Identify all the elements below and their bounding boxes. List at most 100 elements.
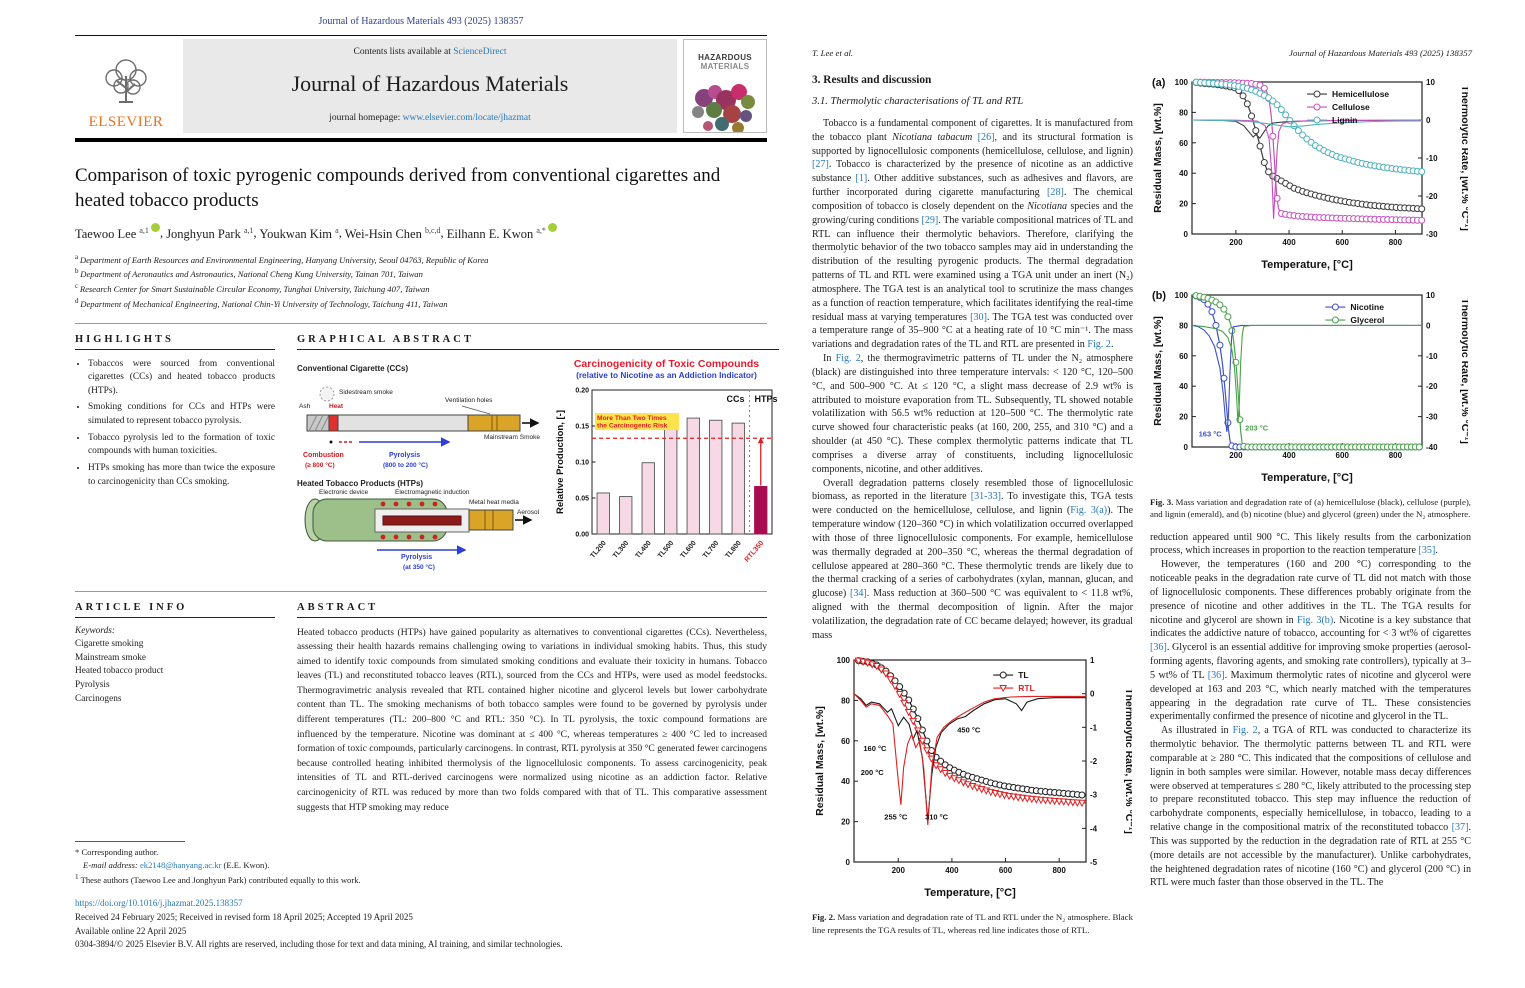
masthead-center: Contents lists available at ScienceDirec…: [183, 39, 677, 133]
svg-text:20: 20: [1179, 200, 1188, 209]
article-title: Comparison of toxic pyrogenic compounds …: [75, 165, 721, 211]
orcid-icon[interactable]: [547, 223, 557, 233]
pyrolysis2-label: Pyrolysis: [401, 553, 433, 561]
svg-text:800: 800: [1389, 238, 1403, 247]
graphical-abstract-figure: Conventional Cigarette (CCs) Sidestream …: [297, 358, 779, 579]
left-page: Journal of Hazardous Materials 493 (2025…: [75, 16, 779, 953]
author: Jonghyun Park a,1: [166, 225, 254, 241]
affiliation: d Department of Mechanical Engineering, …: [75, 296, 448, 309]
figure-2-caption: Fig. 2. Mass variation and degradation r…: [812, 911, 1133, 936]
svg-text:80: 80: [841, 697, 850, 706]
figure-3-caption: Fig. 3. Mass variation and degradation r…: [1150, 496, 1471, 521]
svg-text:-10: -10: [1426, 154, 1438, 163]
keyword-item: Cigarette smoking: [75, 638, 144, 649]
svg-text:Thermolytic Rate, [wt.% °C⁻¹]: Thermolytic Rate, [wt.% °C⁻¹]: [1459, 298, 1468, 444]
figure-3a-chart: 200 400 600 800 0 20 40 60 80 100 10 0 -10 -20 -30 Temp…: [1150, 72, 1471, 279]
svg-text:310 °C: 310 °C: [925, 813, 949, 822]
cc-title-label: Conventional Cigarette (CCs): [297, 363, 409, 373]
svg-text:(b): (b): [1152, 290, 1166, 302]
svg-text:Residual Mass, [wt.%]: Residual Mass, [wt.%]: [1152, 316, 1164, 426]
ventilation-label: Ventilation holes: [445, 396, 493, 404]
svg-text:-5: -5: [1090, 858, 1098, 867]
orcid-icon[interactable]: [150, 223, 160, 233]
svg-text:40: 40: [1179, 382, 1188, 391]
figure-2-caption-text: Mass variation and degradation rate of T…: [812, 912, 1133, 935]
svg-text:TL600: TL600: [679, 539, 697, 559]
keyword-item: Mainstream smoke: [75, 652, 147, 663]
svg-text:450 °C: 450 °C: [957, 726, 981, 735]
svg-text:100: 100: [1175, 291, 1189, 300]
svg-text:TL: TL: [1018, 671, 1028, 681]
svg-text:RTL350: RTL350: [744, 539, 766, 563]
keywords-label: Keywords:: [75, 625, 115, 636]
figure-3b-chart: 200 400 600 800 0 20 40 60 80 100 10 0 -10 -20 -30 -40 T…: [1150, 285, 1471, 492]
svg-text:Relative Production, [-]: Relative Production, [-]: [555, 410, 566, 514]
combustion-label: Combustion: [303, 451, 344, 459]
available-online: Available online 22 April 2025: [75, 925, 187, 936]
paragraph: However, the temperatures (160 and 200 °…: [1150, 559, 1471, 723]
svg-text:0: 0: [1426, 116, 1431, 125]
graphical-abstract-heading: GRAPHICAL ABSTRACT: [297, 334, 779, 350]
svg-text:0: 0: [1426, 321, 1431, 330]
svg-text:800: 800: [1052, 866, 1066, 875]
pyrolysis1-label: Pyrolysis: [389, 451, 421, 459]
publication-info: https://doi.org/10.1016/j.jhazmat.2025.1…: [75, 897, 767, 953]
paragraph: Overall degradation patterns closely res…: [812, 477, 1134, 641]
svg-text:10: 10: [1426, 291, 1435, 300]
svg-text:255 °C: 255 °C: [884, 813, 908, 822]
keyword-item: Carcinogens: [75, 694, 122, 705]
sciencedirect-link[interactable]: ScienceDirect: [453, 47, 507, 57]
svg-text:-10: -10: [1426, 352, 1438, 361]
svg-text:100: 100: [1175, 78, 1189, 87]
affiliation: a Department of Earth Resources and Envi…: [75, 252, 489, 265]
article-info-heading: ARTICLE INFO: [75, 602, 275, 618]
journal-title: Journal of Hazardous Materials: [291, 71, 569, 96]
homepage-link[interactable]: www.elsevier.com/locate/jhazmat: [402, 113, 531, 123]
em-induction-label: Electromagnetic induction: [395, 488, 470, 496]
svg-text:0.05: 0.05: [575, 495, 589, 502]
svg-text:160 °C: 160 °C: [863, 744, 887, 753]
equal-note-text: These authors (Taewoo Lee and Jonghyun P…: [80, 874, 361, 885]
affiliation: b Department of Aeronautics and Astronau…: [75, 267, 423, 280]
contents-line: Contents lists available at ScienceDirec…: [189, 47, 671, 57]
svg-text:TL700: TL700: [702, 539, 720, 559]
journal-citation-link[interactable]: Journal of Hazardous Materials 493 (2025…: [318, 16, 524, 27]
running-head: T. Lee et al. Journal of Hazardous Mater…: [812, 48, 1472, 58]
elsevier-tree-icon: [105, 59, 147, 103]
svg-text:Residual Mass, [wt.%]: Residual Mass, [wt.%]: [1152, 103, 1164, 213]
right-page: T. Lee et al. Journal of Hazardous Mater…: [812, 48, 1472, 945]
section-heading: 3. Results and discussion: [812, 74, 932, 86]
author: Youkwan Kim a: [259, 225, 339, 241]
received-dates: Received 24 February 2025; Received in r…: [75, 911, 413, 922]
heat-label: Heat: [329, 402, 344, 410]
svg-text:0.00: 0.00: [575, 531, 589, 538]
svg-text:-4: -4: [1090, 825, 1098, 834]
svg-text:60: 60: [841, 737, 850, 746]
highlight-item: Tobaccos were sourced from conventional …: [88, 358, 275, 399]
svg-text:0: 0: [1184, 443, 1189, 452]
doi-link[interactable]: https://doi.org/10.1016/j.jhazmat.2025.1…: [75, 897, 243, 908]
keyword-item: Heated tobacco product: [75, 666, 164, 677]
svg-text:Lignin: Lignin: [1332, 115, 1358, 125]
paragraph: Tobacco is a fundamental component of ci…: [812, 118, 1134, 351]
footnotes: * Corresponding author. E-mail address: …: [75, 841, 767, 887]
journal-masthead: ELSEVIER Contents lists available at Sci…: [75, 35, 767, 136]
elsevier-logo: ELSEVIER: [75, 39, 177, 133]
elsevier-wordmark: ELSEVIER: [88, 114, 164, 130]
svg-text:80: 80: [1179, 108, 1188, 117]
svg-text:400: 400: [1282, 451, 1296, 460]
email-link[interactable]: ek2148@hanyang.ac.kr: [139, 860, 222, 870]
section-divider: [75, 322, 767, 324]
homepage-prefix: journal homepage:: [329, 113, 403, 123]
svg-text:0.10: 0.10: [575, 459, 589, 466]
highlights-list: Tobaccos were sourced from conventional …: [75, 358, 275, 490]
svg-text:600: 600: [1336, 451, 1350, 460]
svg-text:0: 0: [1090, 690, 1095, 699]
contents-prefix: Contents lists available at: [353, 47, 454, 57]
paragraph: In Fig. 2, the thermogravimetric pattern…: [812, 353, 1133, 475]
svg-text:0.15: 0.15: [575, 423, 589, 430]
highlight-item: Smoking conditions for CCs and HTPs were…: [88, 401, 275, 428]
svg-text:TL500: TL500: [657, 539, 675, 559]
svg-text:Nicotine: Nicotine: [1350, 302, 1384, 312]
svg-text:200: 200: [1229, 451, 1243, 460]
